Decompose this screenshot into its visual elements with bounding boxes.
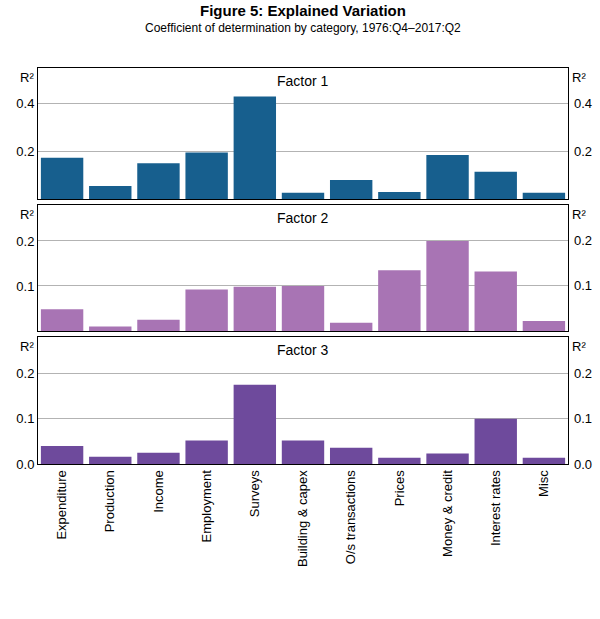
svg-text:Prices: Prices <box>392 470 407 507</box>
svg-text:R²: R² <box>572 70 586 85</box>
svg-text:R²: R² <box>20 339 34 354</box>
svg-text:0.0: 0.0 <box>574 457 592 472</box>
svg-text:R²: R² <box>20 70 34 85</box>
svg-text:0.1: 0.1 <box>574 278 592 293</box>
svg-text:Factor 2: Factor 2 <box>277 210 329 226</box>
svg-text:0.2: 0.2 <box>574 233 592 248</box>
svg-text:0.1: 0.1 <box>16 411 34 426</box>
svg-text:R²: R² <box>572 339 586 354</box>
svg-text:Surveys: Surveys <box>247 470 262 517</box>
svg-text:Employment: Employment <box>199 470 214 543</box>
svg-text:Production: Production <box>102 470 117 532</box>
svg-text:0.2: 0.2 <box>574 366 592 381</box>
svg-text:Factor 1: Factor 1 <box>277 73 329 89</box>
svg-text:Interest rates: Interest rates <box>488 470 503 546</box>
svg-text:Figure 5: Explained Variation: Figure 5: Explained Variation <box>200 2 406 19</box>
svg-text:0.2: 0.2 <box>574 144 592 159</box>
svg-text:0.2: 0.2 <box>16 144 34 159</box>
svg-text:Coefficient of determination b: Coefficient of determination by category… <box>145 21 461 35</box>
svg-text:O/s transactions: O/s transactions <box>343 470 358 564</box>
svg-text:0.2: 0.2 <box>16 234 34 249</box>
svg-text:0.4: 0.4 <box>574 96 592 111</box>
svg-text:R²: R² <box>20 207 34 222</box>
svg-text:Expenditure: Expenditure <box>54 470 69 539</box>
svg-text:Income: Income <box>151 470 166 513</box>
svg-text:0.0: 0.0 <box>16 457 34 472</box>
svg-text:Money & credit: Money & credit <box>440 470 455 557</box>
svg-text:0.1: 0.1 <box>16 279 34 294</box>
svg-text:0.1: 0.1 <box>574 411 592 426</box>
svg-text:0.2: 0.2 <box>16 366 34 381</box>
svg-text:0.4: 0.4 <box>16 96 34 111</box>
svg-text:R²: R² <box>572 207 586 222</box>
svg-text:Factor 3: Factor 3 <box>277 342 329 358</box>
svg-text:Misc: Misc <box>536 470 551 497</box>
svg-text:Building & capex: Building & capex <box>295 470 310 567</box>
